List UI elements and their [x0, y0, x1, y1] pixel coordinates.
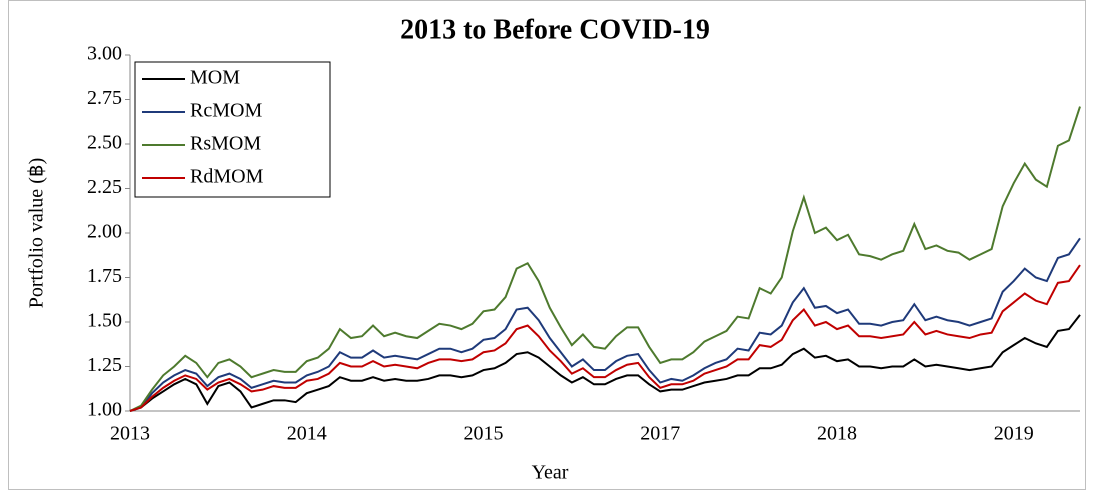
y-tick-label: 2.00: [87, 221, 122, 243]
series-line: [129, 314, 1081, 412]
y-tick-label: 2.50: [87, 132, 122, 154]
x-tick-label: 2019: [994, 423, 1034, 445]
x-tick-label: 2017: [640, 423, 680, 445]
legend-label: MOM: [190, 67, 240, 89]
y-tick-label: 3.00: [87, 43, 122, 65]
chart-title: 2013 to Before COVID-19: [400, 14, 710, 45]
series-line: [129, 237, 1081, 412]
y-axis-label: Portfolio value (฿): [26, 158, 48, 308]
y-tick-label: 1.25: [87, 354, 122, 376]
x-axis-label: Year: [532, 462, 569, 484]
legend-box: [134, 61, 331, 198]
legend-label: RcMOM: [190, 100, 262, 122]
legend-label: RsMOM: [190, 133, 261, 155]
y-tick-label: 2.75: [87, 87, 122, 109]
x-tick-label: 2018: [817, 423, 857, 445]
x-tick-label: 2015: [463, 423, 503, 445]
x-tick-label: 2014: [287, 423, 327, 445]
y-tick-label: 2.25: [87, 176, 122, 198]
legend-label: RdMOM: [190, 166, 264, 188]
y-tick-label: 1.75: [87, 265, 122, 287]
series-line: [129, 106, 1081, 412]
series-line: [129, 264, 1081, 412]
frame: [8, 0, 1086, 490]
y-tick-label: 1.00: [87, 399, 122, 421]
x-tick-label: 2013: [110, 423, 150, 445]
y-tick-label: 1.50: [87, 310, 122, 332]
